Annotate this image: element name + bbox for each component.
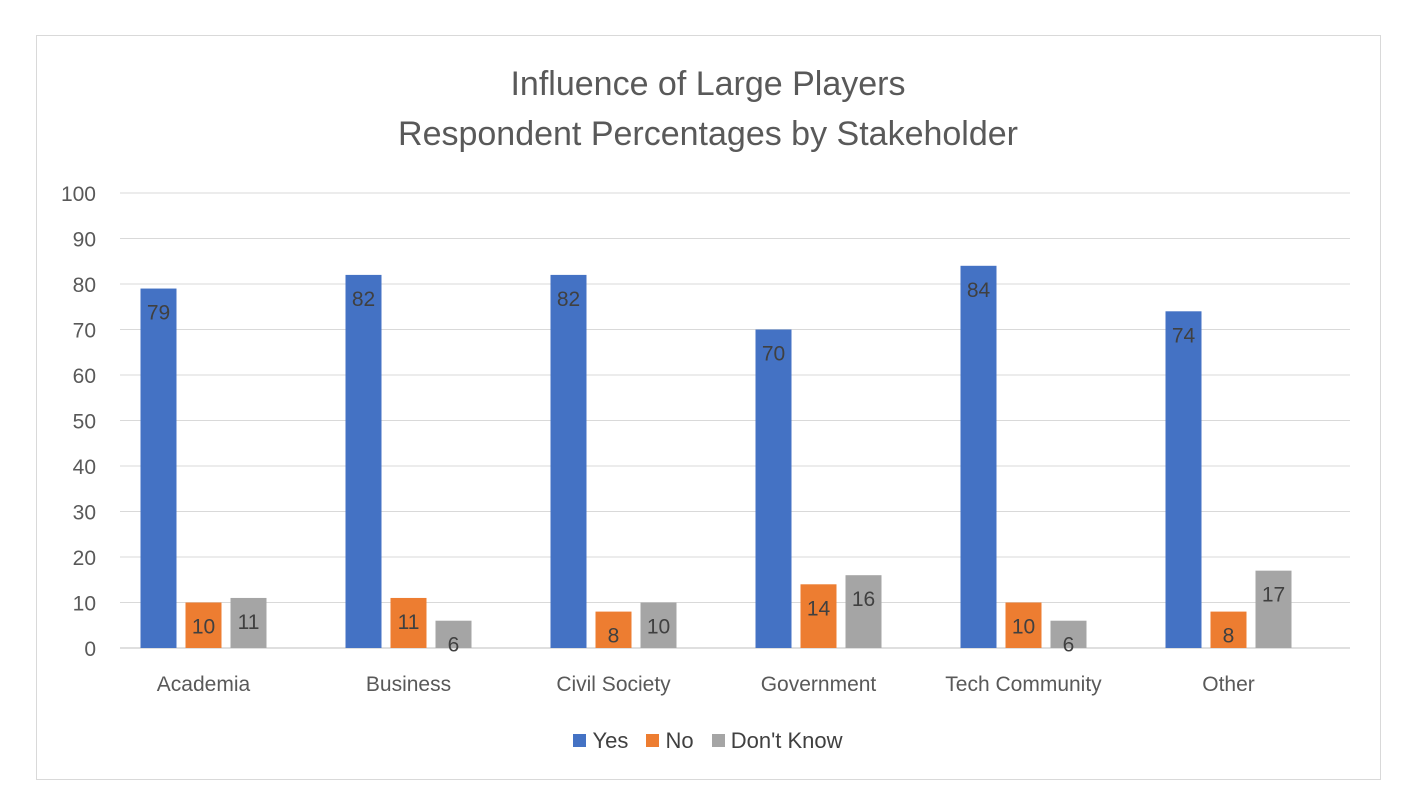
bar-yes-academia: [140, 288, 177, 648]
bar-don-t-know-business: [435, 620, 472, 648]
y-tick-label: 90: [73, 229, 96, 252]
data-label: 11: [398, 611, 420, 634]
data-label: 82: [557, 288, 580, 311]
data-label: 6: [448, 634, 460, 657]
y-tick-label: 40: [73, 456, 96, 479]
legend-item-no: No: [646, 727, 694, 754]
legend-label-yes: Yes: [592, 727, 629, 753]
chart-frame: [36, 35, 1381, 780]
data-label: 84: [967, 279, 991, 302]
chart-subtitle: Respondent Percentages by Stakeholder: [398, 115, 1018, 153]
data-label: 16: [852, 588, 875, 611]
data-label: 74: [1172, 324, 1196, 347]
data-label: 8: [608, 625, 620, 648]
y-tick-label: 0: [84, 638, 96, 661]
bar-no-academia: [185, 602, 222, 648]
legend-label-no: No: [665, 727, 694, 753]
bar-yes-tech-community: [960, 265, 997, 648]
bar-don-t-know-civil-society: [640, 602, 677, 648]
data-label: 6: [1063, 634, 1075, 657]
chart-title: Influence of Large Players: [510, 65, 906, 103]
legend-swatch-yes: [573, 734, 587, 747]
legend: Yes No Don't Know: [0, 727, 1416, 754]
legend-swatch-no: [646, 734, 660, 747]
legend-swatch-dont-know: [711, 734, 725, 747]
bar-don-t-know-government: [845, 575, 882, 648]
legend-item-yes: Yes: [573, 728, 628, 754]
bar-no-government: [800, 584, 837, 648]
y-tick-label: 20: [73, 547, 96, 570]
data-label: 10: [1012, 616, 1035, 639]
x-tick-label: Government: [761, 673, 877, 696]
x-tick-label: Academia: [157, 673, 251, 696]
legend-item-dont-know: Don't Know: [711, 727, 843, 754]
bar-yes-civil-society: [550, 274, 587, 648]
x-tick-label: Civil Society: [556, 673, 671, 696]
bar-no-business: [390, 597, 427, 648]
data-label: 8: [1223, 625, 1235, 648]
y-tick-label: 70: [73, 320, 96, 343]
data-label: 79: [147, 302, 170, 325]
y-tick-label: 30: [73, 502, 96, 525]
bar-yes-other: [1165, 311, 1202, 648]
legend-label-dont-know: Don't Know: [730, 727, 843, 753]
y-tick-label: 100: [61, 183, 96, 206]
data-label: 11: [238, 611, 260, 634]
data-label: 82: [352, 288, 375, 311]
bar-don-t-know-academia: [230, 597, 267, 648]
bar-don-t-know-tech-community: [1050, 620, 1087, 648]
data-label: 17: [1262, 584, 1285, 607]
data-label: 10: [647, 616, 670, 639]
y-tick-label: 60: [73, 365, 96, 388]
bar-yes-business: [345, 274, 382, 648]
data-label: 10: [192, 616, 215, 639]
y-tick-label: 50: [73, 411, 96, 434]
bar-yes-government: [755, 329, 792, 648]
bar-no-other: [1210, 611, 1247, 648]
x-tick-label: Other: [1202, 673, 1255, 696]
data-label: 14: [807, 597, 831, 620]
x-tick-label: Business: [366, 673, 451, 696]
bar-no-tech-community: [1005, 602, 1042, 648]
y-tick-label: 80: [73, 274, 96, 297]
x-tick-label: Tech Community: [945, 673, 1102, 696]
bar-no-civil-society: [595, 611, 632, 648]
bar-don-t-know-other: [1255, 570, 1292, 648]
y-tick-label: 10: [73, 593, 96, 616]
data-label: 70: [762, 343, 785, 366]
